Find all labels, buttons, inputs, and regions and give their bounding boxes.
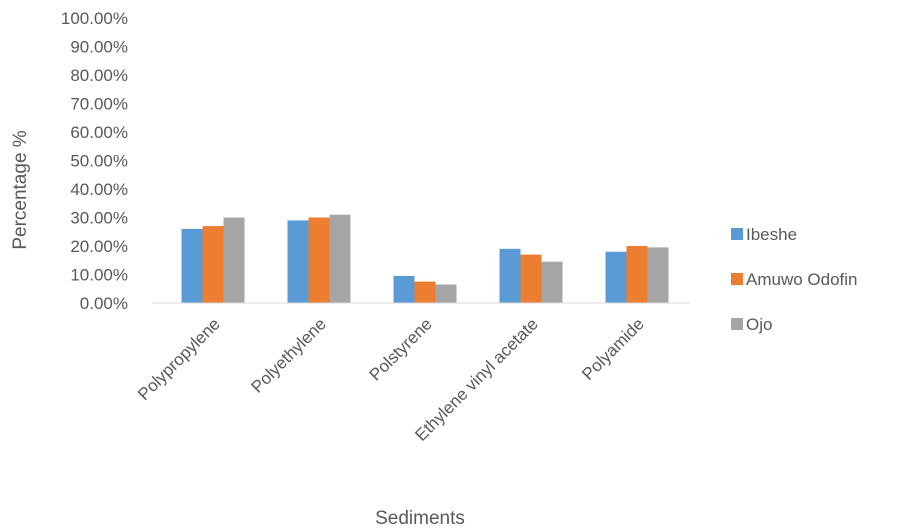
y-axis-title: Percentage % bbox=[10, 130, 31, 249]
y-tick-label: 60.00% bbox=[70, 123, 128, 142]
bar-ibeshe-polypropylene bbox=[181, 228, 203, 303]
bar-amuwo-odofin-polypropylene bbox=[202, 226, 224, 303]
y-tick-label: 30.00% bbox=[70, 209, 128, 228]
bar-amuwo-odofin-ethylene-vinyl-acetate bbox=[520, 254, 542, 303]
legend-label: Amuwo Odofin bbox=[746, 270, 858, 289]
bar-amuwo-odofin-polstyrene bbox=[414, 281, 436, 303]
y-axis-ticks: 0.00% 10.00% 20.00% 30.00% 40.00% 50.00% 60.00… bbox=[61, 9, 128, 313]
y-tick-label: 0.00% bbox=[80, 294, 128, 313]
y-tick-label: 40.00% bbox=[70, 180, 128, 199]
bar-ojo-ethylene-vinyl-acetate bbox=[541, 261, 563, 303]
legend-swatch-amuwo-odofin bbox=[731, 273, 743, 285]
x-category-label: Polstyrene bbox=[366, 314, 436, 384]
bars bbox=[181, 214, 669, 303]
bar-ojo-polypropylene bbox=[223, 217, 245, 303]
legend-label: Ojo bbox=[746, 315, 772, 334]
x-category-label: Polyamide bbox=[578, 314, 648, 384]
y-tick-label: 90.00% bbox=[70, 38, 128, 57]
category-labels: Polypropylene Polyethylene PolstyreneEthyl… bbox=[134, 314, 648, 444]
legend: Ibeshe Amuwo Odofin Ojo bbox=[731, 225, 858, 334]
x-axis-title: Sediments bbox=[375, 508, 465, 529]
y-tick-label: 50.00% bbox=[70, 152, 128, 171]
legend-label: Ibeshe bbox=[746, 225, 797, 244]
x-category-label: Polyethylene bbox=[248, 314, 330, 396]
legend-swatch-ojo bbox=[731, 318, 743, 330]
bar-amuwo-odofin-polyamide bbox=[626, 246, 648, 303]
bar-ojo-polyamide bbox=[647, 247, 669, 303]
legend-swatch-ibeshe bbox=[731, 228, 743, 240]
y-tick-label: 80.00% bbox=[70, 66, 128, 85]
bar-ojo-polstyrene bbox=[435, 284, 457, 303]
x-category-label: Ethylene vinyl acetate bbox=[411, 314, 541, 444]
bar-amuwo-odofin-polyethylene bbox=[308, 217, 330, 303]
y-tick-label: 20.00% bbox=[70, 237, 128, 256]
bar-ibeshe-polstyrene bbox=[393, 275, 415, 303]
bar-ibeshe-polyethylene bbox=[287, 220, 309, 303]
y-tick-label: 100.00% bbox=[61, 9, 128, 28]
bar-ojo-polyethylene bbox=[329, 214, 351, 303]
bar-ibeshe-polyamide bbox=[605, 251, 627, 303]
y-tick-label: 10.00% bbox=[70, 266, 128, 285]
y-tick-label: 70.00% bbox=[70, 95, 128, 114]
x-category-label: Polypropylene bbox=[134, 314, 224, 404]
bar-ibeshe-ethylene-vinyl-acetate bbox=[499, 248, 521, 303]
